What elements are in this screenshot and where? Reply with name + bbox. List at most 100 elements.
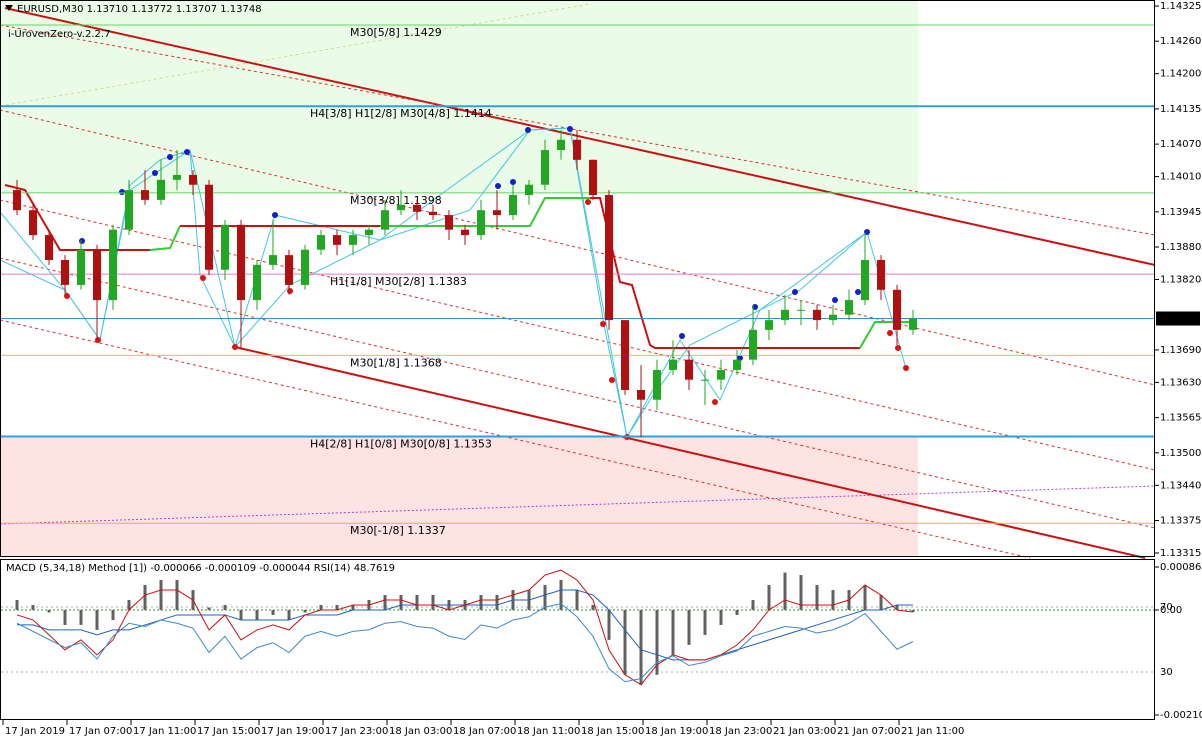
candle-body: [605, 195, 613, 321]
zones: [1, 1, 918, 556]
macd-bar: [255, 609, 259, 620]
candle-body: [621, 320, 629, 390]
candle-body: [269, 255, 277, 265]
level-label: M30[1/8] 1.1368: [350, 356, 442, 369]
candle-body: [221, 224, 229, 270]
step-line: [380, 197, 590, 227]
step-line: [4, 184, 150, 251]
macd-bar: [687, 609, 691, 645]
macd-bar: [735, 609, 739, 615]
y-tick-label: 1.14325: [1160, 1, 1201, 12]
candle-body: [589, 159, 597, 196]
y-tick-label: 1.14135: [1160, 104, 1201, 115]
macd-bar: [63, 609, 67, 625]
candle-body: [109, 229, 117, 301]
candle-body: [845, 300, 853, 315]
candle-body: [397, 204, 405, 211]
y-tick-label: 1.13500: [1160, 448, 1201, 459]
macd-bar: [639, 609, 643, 685]
candle-body: [445, 215, 453, 230]
candle-body: [157, 179, 165, 200]
candle-body: [29, 210, 37, 236]
macd-bar: [703, 609, 707, 635]
price-frame: [0, 0, 1155, 557]
macd-bar: [799, 575, 803, 610]
candle-body: [765, 320, 773, 330]
candle-body: [541, 150, 549, 185]
macd-bar: [143, 585, 147, 610]
macd-bar: [623, 609, 627, 675]
candle-body: [781, 309, 789, 321]
candle-body: [525, 184, 533, 196]
candle-body: [669, 359, 677, 370]
channel-dash: [0, 24, 1156, 236]
macd-frame: [0, 559, 1155, 720]
current-price-label: 1.13748: [1159, 313, 1200, 324]
x-tick-label: 17 Jan 15:00: [197, 726, 260, 737]
candle-body: [861, 260, 869, 301]
macd-bar: [271, 609, 275, 615]
menu-arrow[interactable]: [5, 5, 13, 11]
macd-bar: [15, 599, 19, 610]
macd-tick-label: 0.00: [1160, 605, 1182, 616]
candle-body: [893, 289, 901, 330]
rsi-tick-label: 30: [1160, 667, 1173, 678]
macd-bar: [783, 572, 787, 610]
x-tick-label: 18 Jan 11:00: [517, 726, 580, 737]
macd-bar: [239, 609, 243, 620]
candle-body: [141, 190, 149, 200]
candle-body: [685, 359, 693, 380]
macd-bar: [863, 585, 867, 610]
level-label: M30[5/8] 1.1429: [350, 26, 442, 39]
candle-body: [733, 359, 741, 370]
macd-bar: [351, 604, 355, 610]
y-tick-label: 1.13880: [1160, 242, 1201, 253]
x-tick-label: 17 Jan 11:00: [133, 726, 196, 737]
fibo-line: [0, 3, 591, 107]
candle-body: [205, 184, 213, 270]
candle-body: [557, 139, 565, 151]
macd-bar: [95, 609, 99, 630]
candle-body: [829, 314, 837, 321]
macd-bar: [751, 599, 755, 610]
macd-bar: [895, 604, 899, 610]
candle-body: [493, 210, 501, 216]
candle-body: [93, 249, 101, 301]
candle-body: [125, 190, 133, 230]
macd-bar: [31, 604, 35, 610]
candle-body: [333, 235, 341, 245]
price-panel: M30[5/8] 1.1429 H4[3/8] H1[2/8] M30[4/8] …: [1, 1, 1201, 559]
x-tick-label: 17 Jan 23:00: [325, 726, 388, 737]
x-tick-label: 18 Jan 07:00: [453, 726, 516, 737]
macd-bar: [111, 609, 115, 620]
x-tick-label: 21 Jan 03:00: [773, 726, 836, 737]
candle-body: [509, 195, 517, 216]
y-tick-label: 1.13440: [1160, 480, 1201, 491]
y-tick-label: 1.13375: [1160, 516, 1201, 527]
swing-highs: [79, 126, 870, 361]
candle-body: [61, 260, 69, 285]
candle-body: [45, 235, 53, 261]
candle-body: [477, 210, 485, 236]
candle-body: [77, 249, 85, 285]
y-tick-label: 1.13945: [1160, 207, 1201, 218]
candle-body: [717, 369, 725, 380]
x-tick-label: 21 Jan 07:00: [837, 726, 900, 737]
channel-dash: [0, 319, 1031, 559]
candle-body: [909, 318, 917, 330]
macd-bar: [175, 580, 179, 610]
swing-lows: [64, 199, 909, 440]
y-tick-label: 1.13820: [1160, 275, 1201, 286]
level-label: H4[2/8] H1[0/8] M30[0/8] 1.1353: [310, 438, 492, 451]
macd-bar: [127, 599, 131, 610]
step-line: [590, 197, 860, 349]
macd-bar: [607, 609, 611, 640]
macd-bar: [767, 585, 771, 610]
macd-header: MACD (5,34,18) Method [1]) -0.000066 -0.…: [6, 563, 395, 574]
macd-bar: [79, 609, 83, 625]
candle-body: [813, 309, 821, 321]
candle-body: [237, 224, 245, 301]
channel-upper: [4, 7, 1156, 266]
macd-bar: [159, 580, 163, 610]
